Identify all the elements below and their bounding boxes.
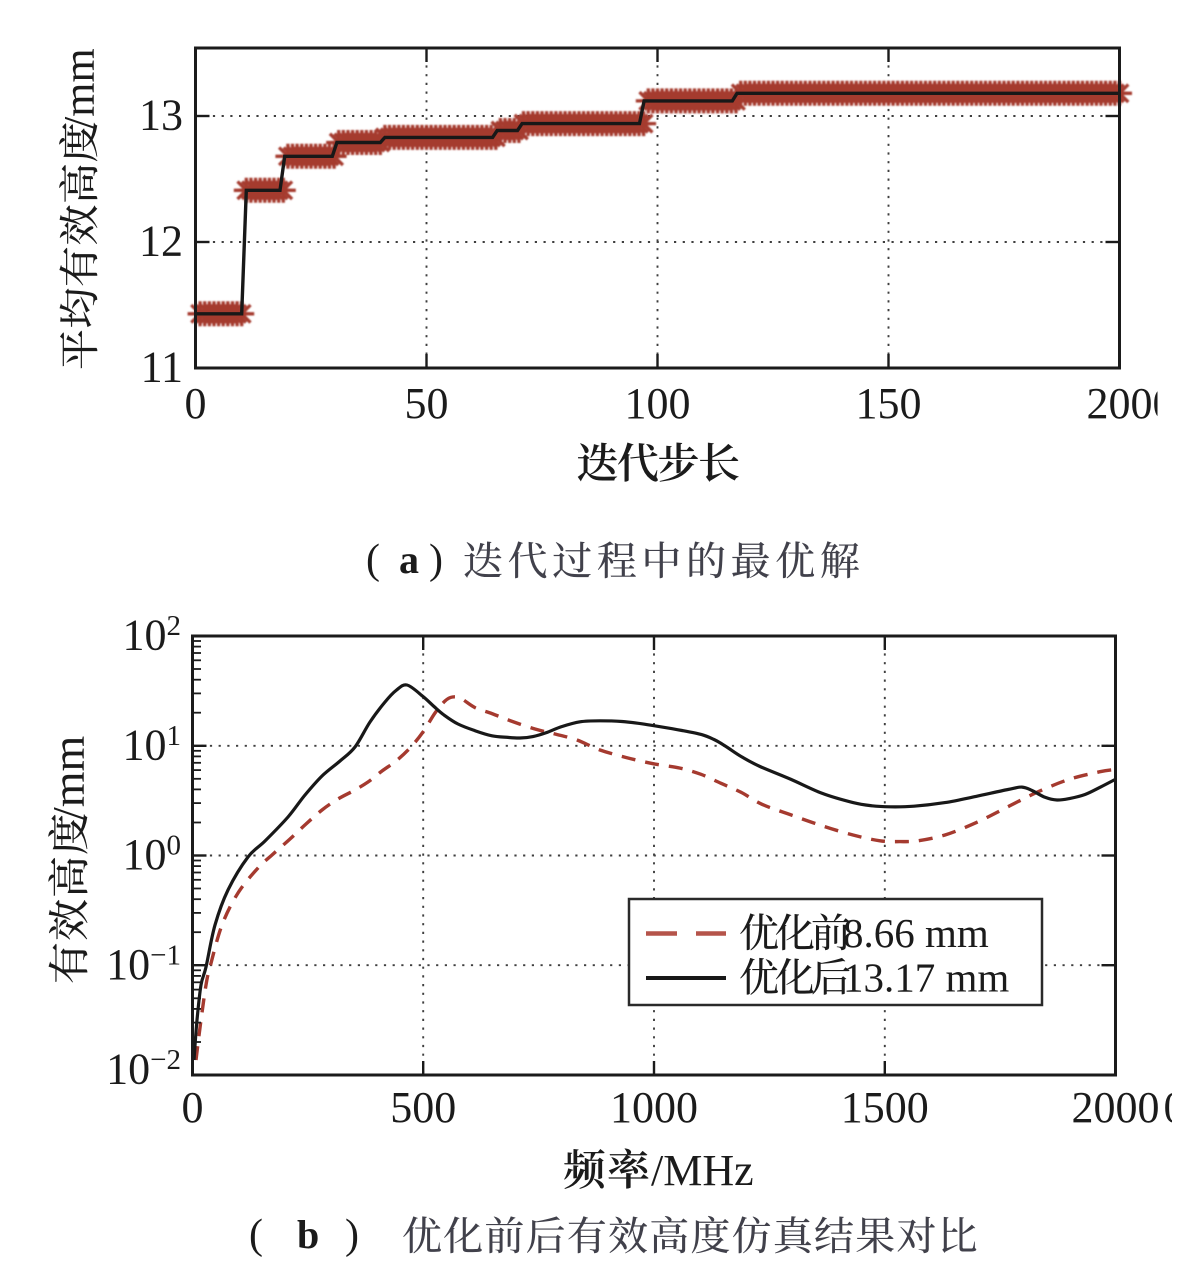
svg-text:(: ( <box>249 1212 263 1258</box>
svg-text:(: ( <box>366 537 380 583</box>
svg-text:200: 200 <box>1087 379 1153 428</box>
svg-text:0: 0 <box>1164 1083 1186 1132</box>
svg-text:0: 0 <box>185 379 207 428</box>
svg-text:0: 0 <box>1153 379 1175 428</box>
svg-text:50: 50 <box>405 379 449 428</box>
svg-text:/mm: /mm <box>43 735 94 820</box>
svg-text:150: 150 <box>856 379 922 428</box>
svg-text:1000: 1000 <box>610 1083 698 1132</box>
svg-text:): ) <box>429 537 443 583</box>
svg-text:/mm: /mm <box>55 48 104 129</box>
svg-text:13: 13 <box>139 91 183 140</box>
svg-text:10−1: 10−1 <box>106 940 181 990</box>
svg-text:1500: 1500 <box>841 1083 929 1132</box>
svg-text:102: 102 <box>123 610 182 660</box>
svg-text:11: 11 <box>141 343 183 392</box>
svg-text:8.66 mm: 8.66 mm <box>843 910 989 956</box>
svg-text:/MHz: /MHz <box>651 1146 754 1195</box>
svg-text:500: 500 <box>390 1083 456 1132</box>
svg-text:b: b <box>297 1212 319 1257</box>
svg-text:0: 0 <box>182 1083 204 1132</box>
svg-text:): ) <box>345 1212 359 1258</box>
svg-text:100: 100 <box>625 379 691 428</box>
svg-text:12: 12 <box>139 217 183 266</box>
svg-text:2000: 2000 <box>1072 1083 1160 1132</box>
svg-text:13.17 mm: 13.17 mm <box>843 955 1009 1001</box>
svg-text:a: a <box>399 537 419 582</box>
